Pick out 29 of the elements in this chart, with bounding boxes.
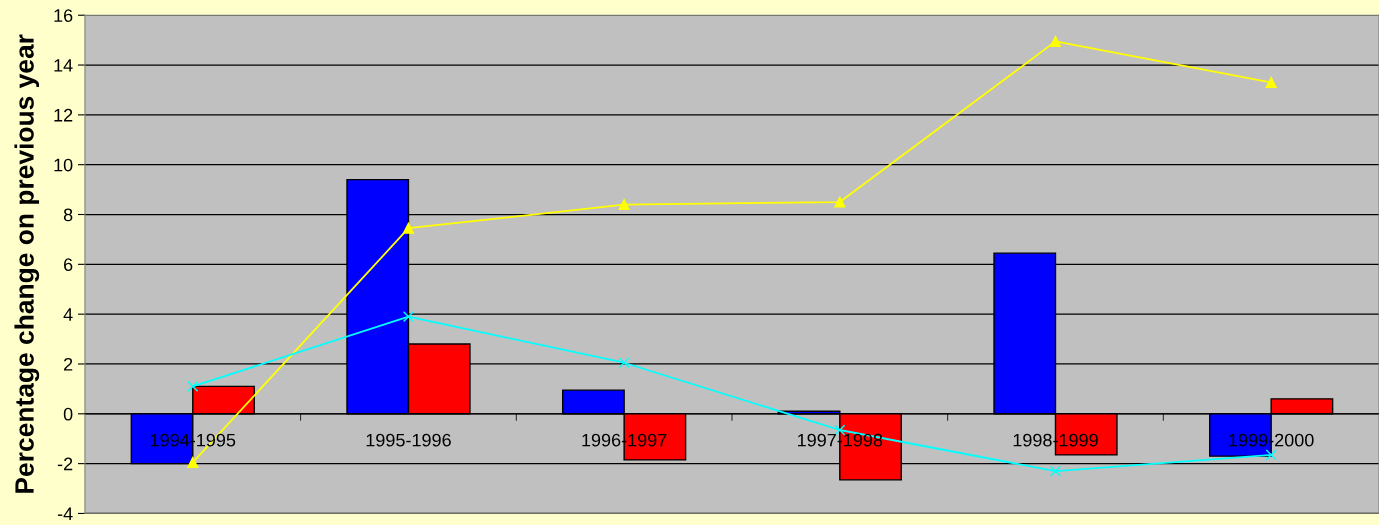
y-tick-label: 2 xyxy=(64,357,73,371)
y-tick-label: 14 xyxy=(54,59,73,72)
point xyxy=(402,222,415,234)
y-tick-label: 0 xyxy=(63,407,73,421)
point xyxy=(187,456,199,468)
point xyxy=(1265,449,1277,461)
x-tick-label: 1998-1999 xyxy=(1013,433,1098,447)
x-tick-label: 1995-1996 xyxy=(366,433,451,447)
point xyxy=(187,380,199,392)
y-tick-label: -4 xyxy=(57,507,73,520)
point xyxy=(618,357,630,369)
y-tick-label: 4 xyxy=(63,308,73,321)
x-tick-label: 1997-1998 xyxy=(798,433,883,447)
point xyxy=(402,311,415,323)
y-tick-label: 10 xyxy=(54,158,73,172)
point xyxy=(1049,465,1062,477)
y-tick-label: 8 xyxy=(63,208,73,222)
y-tick-label: 16 xyxy=(54,9,73,22)
x-tick-label: 1994-1995 xyxy=(150,433,236,447)
point xyxy=(1049,35,1062,47)
point xyxy=(618,198,630,211)
x-tick-label: 1996-1997 xyxy=(582,433,667,447)
y-tick-label: 6 xyxy=(64,258,73,272)
point xyxy=(1265,76,1277,89)
y-tick-label: -2 xyxy=(57,457,73,471)
x-tick-label: 1999-2000 xyxy=(1229,433,1314,447)
point xyxy=(834,196,846,208)
y-axis-title: Percentage change on previous year xyxy=(14,34,40,493)
y-tick-label: 12 xyxy=(54,108,73,122)
